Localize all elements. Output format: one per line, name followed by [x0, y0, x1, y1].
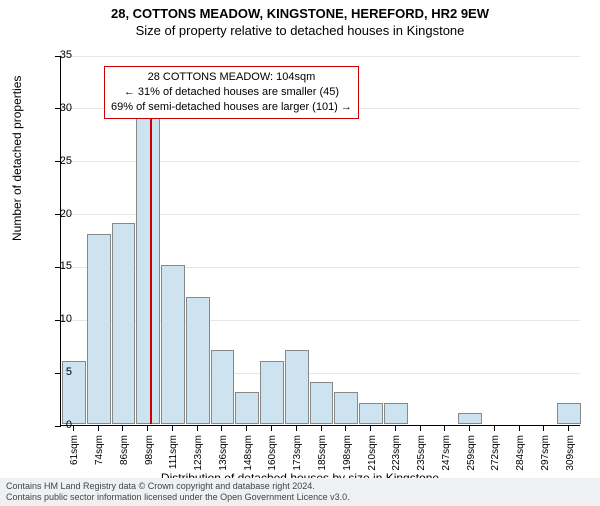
histogram-bar [557, 403, 581, 424]
y-tick-label: 20 [42, 208, 72, 220]
y-tick-label: 25 [42, 155, 72, 167]
gridline [61, 56, 580, 57]
y-axis-label: Number of detached properties [10, 76, 24, 241]
x-tick [73, 425, 74, 431]
x-tick-label: 111sqm [168, 435, 179, 480]
x-tick [147, 425, 148, 431]
histogram-bar [211, 350, 235, 424]
x-tick [296, 425, 297, 431]
x-tick-label: 247sqm [441, 435, 452, 480]
histogram-bar [235, 392, 259, 424]
annotation-box: 28 COTTONS MEADOW: 104sqm ← 31% of detac… [104, 66, 359, 119]
chart-title-main: 28, COTTONS MEADOW, KINGSTONE, HEREFORD,… [0, 6, 600, 21]
histogram-bar [310, 382, 334, 424]
histogram-bar [384, 403, 408, 424]
x-tick-label: 74sqm [94, 435, 105, 480]
x-tick-label: 284sqm [515, 435, 526, 480]
x-tick [98, 425, 99, 431]
x-tick [321, 425, 322, 431]
histogram-bar [359, 403, 383, 424]
histogram-bar [260, 361, 284, 424]
x-tick [221, 425, 222, 431]
annotation-line-1: 28 COTTONS MEADOW: 104sqm [111, 70, 352, 85]
x-tick [494, 425, 495, 431]
x-tick-label: 98sqm [144, 435, 155, 480]
x-tick [395, 425, 396, 431]
x-tick-label: 148sqm [243, 435, 254, 480]
footer-line-2: Contains public sector information licen… [6, 492, 594, 503]
x-tick-label: 297sqm [540, 435, 551, 480]
x-tick-label: 136sqm [218, 435, 229, 480]
x-tick [420, 425, 421, 431]
x-tick [246, 425, 247, 431]
histogram-bar [161, 265, 185, 424]
x-tick-label: 210sqm [367, 435, 378, 480]
y-tick-label: 5 [42, 366, 72, 378]
x-tick [519, 425, 520, 431]
property-marker-line [150, 109, 152, 424]
histogram-bar [334, 392, 358, 424]
y-tick-label: 35 [42, 49, 72, 61]
x-tick [345, 425, 346, 431]
x-tick-label: 272sqm [490, 435, 501, 480]
x-tick-label: 185sqm [317, 435, 328, 480]
x-tick [568, 425, 569, 431]
x-tick [172, 425, 173, 431]
histogram-bar [112, 223, 136, 424]
histogram-bar [285, 350, 309, 424]
x-tick [370, 425, 371, 431]
histogram-bar [458, 413, 482, 424]
footer-line-1: Contains HM Land Registry data © Crown c… [6, 481, 594, 492]
x-tick [197, 425, 198, 431]
y-tick-label: 30 [42, 102, 72, 114]
x-tick [543, 425, 544, 431]
x-tick-label: 259sqm [466, 435, 477, 480]
x-tick-label: 309sqm [565, 435, 576, 480]
x-tick [271, 425, 272, 431]
y-tick-label: 10 [42, 313, 72, 325]
histogram-bar [136, 117, 160, 424]
x-tick-label: 123sqm [193, 435, 204, 480]
histogram-bar [87, 234, 111, 424]
footer-attribution: Contains HM Land Registry data © Crown c… [0, 478, 600, 506]
y-tick-label: 0 [42, 419, 72, 431]
annotation-line-3: 69% of semi-detached houses are larger (… [111, 100, 352, 115]
x-tick [444, 425, 445, 431]
x-tick [469, 425, 470, 431]
x-tick-label: 198sqm [342, 435, 353, 480]
chart-area: 28 COTTONS MEADOW: 104sqm ← 31% of detac… [60, 56, 580, 426]
chart-title-sub: Size of property relative to detached ho… [0, 23, 600, 38]
x-tick [122, 425, 123, 431]
y-tick-label: 15 [42, 260, 72, 272]
x-tick-label: 235sqm [416, 435, 427, 480]
histogram-bar [186, 297, 210, 424]
x-tick-label: 86sqm [119, 435, 130, 480]
x-tick-label: 223sqm [391, 435, 402, 480]
annotation-line-2: ← 31% of detached houses are smaller (45… [111, 85, 352, 100]
x-tick-label: 173sqm [292, 435, 303, 480]
x-tick-label: 160sqm [267, 435, 278, 480]
x-tick-label: 61sqm [69, 435, 80, 480]
